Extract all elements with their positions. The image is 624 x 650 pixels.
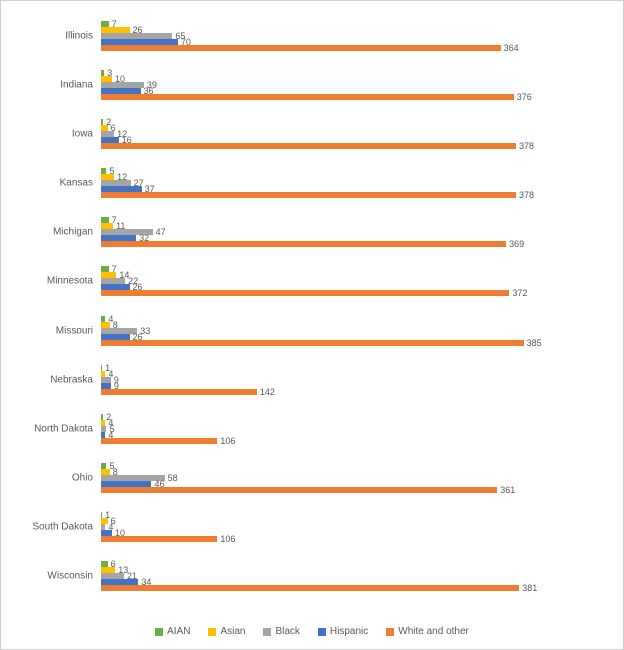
value-label: 106 bbox=[220, 438, 235, 444]
category-group: Ohio585846361 bbox=[101, 454, 593, 503]
category-group: Missouri483326385 bbox=[101, 306, 593, 355]
value-label: 58 bbox=[168, 475, 178, 481]
category-label: Missouri bbox=[56, 325, 93, 336]
value-label: 376 bbox=[517, 94, 532, 100]
value-label: 364 bbox=[504, 45, 519, 51]
legend-swatch bbox=[318, 628, 326, 636]
category-group: Indiana3103936376 bbox=[101, 60, 593, 109]
bar bbox=[101, 585, 519, 591]
category-label: Ohio bbox=[72, 473, 93, 484]
category-group: Illinois7266570364 bbox=[101, 11, 593, 60]
category-label: Iowa bbox=[72, 128, 93, 139]
legend-swatch bbox=[263, 628, 271, 636]
legend-item: Asian bbox=[208, 626, 245, 637]
category-group: North Dakota2454106 bbox=[101, 404, 593, 453]
bar bbox=[101, 340, 524, 346]
category-group: Wisconsin6132134381 bbox=[101, 552, 593, 601]
bar bbox=[101, 290, 509, 296]
bar-chart: Illinois7266570364Indiana3103936376Iowa2… bbox=[0, 0, 624, 650]
bar bbox=[101, 192, 516, 198]
category-group: Iowa261216378 bbox=[101, 109, 593, 158]
legend-item: Black bbox=[263, 626, 299, 637]
legend-label: Black bbox=[275, 626, 299, 637]
category-label: Nebraska bbox=[50, 374, 93, 385]
bar bbox=[101, 45, 501, 51]
bar bbox=[101, 536, 217, 542]
legend-swatch bbox=[208, 628, 216, 636]
value-label: 381 bbox=[522, 585, 537, 591]
value-label: 372 bbox=[512, 290, 527, 296]
category-label: Wisconsin bbox=[47, 571, 93, 582]
bar bbox=[101, 487, 497, 493]
value-label: 378 bbox=[519, 143, 534, 149]
category-group: Minnesota7142226372 bbox=[101, 257, 593, 306]
value-label: 369 bbox=[509, 241, 524, 247]
category-label: North Dakota bbox=[34, 423, 93, 434]
bar bbox=[101, 389, 257, 395]
category-group: Nebraska1499142 bbox=[101, 355, 593, 404]
bar bbox=[101, 94, 514, 100]
value-label: 361 bbox=[500, 487, 515, 493]
category-group: Michigan7114732369 bbox=[101, 208, 593, 257]
category-label: Indiana bbox=[60, 79, 93, 90]
legend-label: Hispanic bbox=[330, 626, 368, 637]
legend-item: Hispanic bbox=[318, 626, 368, 637]
category-label: Michigan bbox=[53, 227, 93, 238]
bar bbox=[101, 143, 516, 149]
value-label: 378 bbox=[519, 192, 534, 198]
legend-swatch bbox=[155, 628, 163, 636]
legend-item: White and other bbox=[386, 626, 469, 637]
plot-area: Illinois7266570364Indiana3103936376Iowa2… bbox=[101, 11, 593, 599]
value-label: 385 bbox=[527, 340, 542, 346]
legend-label: White and other bbox=[398, 626, 469, 637]
category-group: Kansas5122737378 bbox=[101, 159, 593, 208]
value-label: 47 bbox=[156, 229, 166, 235]
category-label: Kansas bbox=[60, 178, 93, 189]
legend-item: AIAN bbox=[155, 626, 190, 637]
category-label: Minnesota bbox=[47, 276, 93, 287]
bar bbox=[101, 438, 217, 444]
category-label: Illinois bbox=[65, 30, 93, 41]
category-label: South Dakota bbox=[32, 522, 93, 533]
legend: AIAN Asian Black Hispanic White and other bbox=[1, 626, 623, 637]
legend-label: AIAN bbox=[167, 626, 190, 637]
category-group: South Dakota16410106 bbox=[101, 503, 593, 552]
value-label: 106 bbox=[220, 536, 235, 542]
legend-swatch bbox=[386, 628, 394, 636]
bar bbox=[101, 241, 506, 247]
value-label: 142 bbox=[260, 389, 275, 395]
legend-label: Asian bbox=[220, 626, 245, 637]
